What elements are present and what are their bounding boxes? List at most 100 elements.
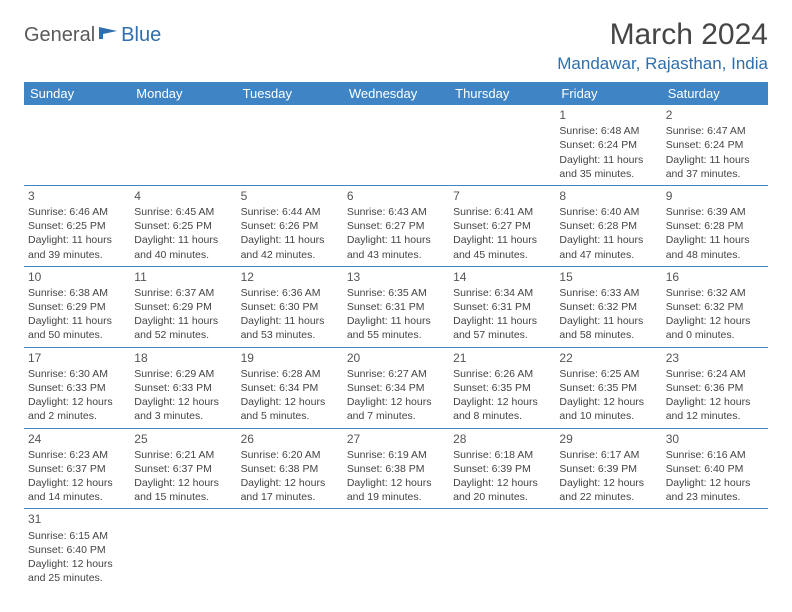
day-number: 11 [134,269,232,285]
sunrise-line: Sunrise: 6:21 AM [134,448,232,462]
logo-text-blue: Blue [121,24,161,47]
daylight-line: Daylight: 12 hours and 10 minutes. [559,395,657,423]
sunrise-line: Sunrise: 6:35 AM [347,286,445,300]
day-number: 12 [241,269,339,285]
sunrise-line: Sunrise: 6:46 AM [28,205,126,219]
day-number: 5 [241,188,339,204]
daylight-line: Daylight: 12 hours and 14 minutes. [28,476,126,504]
day-number: 4 [134,188,232,204]
day-number: 20 [347,350,445,366]
daylight-line: Daylight: 11 hours and 39 minutes. [28,233,126,261]
day-cell: 30Sunrise: 6:16 AMSunset: 6:40 PMDayligh… [662,428,768,509]
sunset-line: Sunset: 6:29 PM [134,300,232,314]
sunrise-line: Sunrise: 6:24 AM [666,367,764,381]
sunrise-line: Sunrise: 6:17 AM [559,448,657,462]
blank-cell [130,509,236,589]
day-number: 24 [28,431,126,447]
daylight-line: Daylight: 11 hours and 35 minutes. [559,153,657,181]
day-cell: 4Sunrise: 6:45 AMSunset: 6:25 PMDaylight… [130,185,236,266]
sunrise-line: Sunrise: 6:34 AM [453,286,551,300]
sunset-line: Sunset: 6:28 PM [559,219,657,233]
daylight-line: Daylight: 11 hours and 43 minutes. [347,233,445,261]
blank-cell [662,509,768,589]
day-cell: 8Sunrise: 6:40 AMSunset: 6:28 PMDaylight… [555,185,661,266]
day-number: 30 [666,431,764,447]
sunrise-line: Sunrise: 6:28 AM [241,367,339,381]
sunset-line: Sunset: 6:27 PM [453,219,551,233]
day-cell: 11Sunrise: 6:37 AMSunset: 6:29 PMDayligh… [130,266,236,347]
sunset-line: Sunset: 6:29 PM [28,300,126,314]
daylight-line: Daylight: 12 hours and 25 minutes. [28,557,126,585]
sunrise-line: Sunrise: 6:15 AM [28,529,126,543]
logo: General Blue [24,18,161,47]
day-cell: 20Sunrise: 6:27 AMSunset: 6:34 PMDayligh… [343,347,449,428]
daylight-line: Daylight: 12 hours and 19 minutes. [347,476,445,504]
sunset-line: Sunset: 6:35 PM [559,381,657,395]
sunrise-line: Sunrise: 6:20 AM [241,448,339,462]
daylight-line: Daylight: 12 hours and 2 minutes. [28,395,126,423]
sunset-line: Sunset: 6:33 PM [134,381,232,395]
sunrise-line: Sunrise: 6:39 AM [666,205,764,219]
day-number: 28 [453,431,551,447]
day-number: 13 [347,269,445,285]
daylight-line: Daylight: 11 hours and 45 minutes. [453,233,551,261]
sunrise-line: Sunrise: 6:47 AM [666,124,764,138]
sunset-line: Sunset: 6:32 PM [559,300,657,314]
daylight-line: Daylight: 11 hours and 52 minutes. [134,314,232,342]
day-cell: 31Sunrise: 6:15 AMSunset: 6:40 PMDayligh… [24,509,130,589]
day-cell: 24Sunrise: 6:23 AMSunset: 6:37 PMDayligh… [24,428,130,509]
weekday-header: Monday [130,82,236,105]
sunrise-line: Sunrise: 6:48 AM [559,124,657,138]
day-cell: 10Sunrise: 6:38 AMSunset: 6:29 PMDayligh… [24,266,130,347]
calendar-body: 1Sunrise: 6:48 AMSunset: 6:24 PMDaylight… [24,105,768,589]
day-cell: 12Sunrise: 6:36 AMSunset: 6:30 PMDayligh… [237,266,343,347]
day-cell: 1Sunrise: 6:48 AMSunset: 6:24 PMDaylight… [555,105,661,185]
day-cell: 29Sunrise: 6:17 AMSunset: 6:39 PMDayligh… [555,428,661,509]
day-number: 3 [28,188,126,204]
sunset-line: Sunset: 6:37 PM [134,462,232,476]
day-cell: 21Sunrise: 6:26 AMSunset: 6:35 PMDayligh… [449,347,555,428]
weekday-header: Wednesday [343,82,449,105]
day-cell: 9Sunrise: 6:39 AMSunset: 6:28 PMDaylight… [662,185,768,266]
sunset-line: Sunset: 6:36 PM [666,381,764,395]
flag-icon [99,25,119,39]
month-title: March 2024 [557,18,768,52]
sunset-line: Sunset: 6:26 PM [241,219,339,233]
day-number: 17 [28,350,126,366]
logo-text-general: General [24,24,95,47]
sunset-line: Sunset: 6:24 PM [559,138,657,152]
blank-cell [130,105,236,185]
daylight-line: Daylight: 11 hours and 55 minutes. [347,314,445,342]
day-number: 22 [559,350,657,366]
calendar-row: 17Sunrise: 6:30 AMSunset: 6:33 PMDayligh… [24,347,768,428]
blank-cell [449,509,555,589]
blank-cell [555,509,661,589]
day-number: 26 [241,431,339,447]
day-number: 8 [559,188,657,204]
blank-cell [449,105,555,185]
daylight-line: Daylight: 11 hours and 57 minutes. [453,314,551,342]
day-cell: 27Sunrise: 6:19 AMSunset: 6:38 PMDayligh… [343,428,449,509]
daylight-line: Daylight: 12 hours and 5 minutes. [241,395,339,423]
sunset-line: Sunset: 6:32 PM [666,300,764,314]
daylight-line: Daylight: 12 hours and 3 minutes. [134,395,232,423]
sunrise-line: Sunrise: 6:45 AM [134,205,232,219]
day-number: 14 [453,269,551,285]
sunrise-line: Sunrise: 6:37 AM [134,286,232,300]
sunset-line: Sunset: 6:31 PM [453,300,551,314]
daylight-line: Daylight: 12 hours and 17 minutes. [241,476,339,504]
daylight-line: Daylight: 12 hours and 0 minutes. [666,314,764,342]
daylight-line: Daylight: 11 hours and 37 minutes. [666,153,764,181]
day-cell: 23Sunrise: 6:24 AMSunset: 6:36 PMDayligh… [662,347,768,428]
day-cell: 13Sunrise: 6:35 AMSunset: 6:31 PMDayligh… [343,266,449,347]
sunrise-line: Sunrise: 6:25 AM [559,367,657,381]
daylight-line: Daylight: 11 hours and 48 minutes. [666,233,764,261]
daylight-line: Daylight: 12 hours and 12 minutes. [666,395,764,423]
daylight-line: Daylight: 12 hours and 22 minutes. [559,476,657,504]
sunrise-line: Sunrise: 6:33 AM [559,286,657,300]
calendar-table: SundayMondayTuesdayWednesdayThursdayFrid… [24,82,768,589]
day-number: 15 [559,269,657,285]
day-number: 1 [559,107,657,123]
day-number: 31 [28,511,126,527]
sunset-line: Sunset: 6:31 PM [347,300,445,314]
